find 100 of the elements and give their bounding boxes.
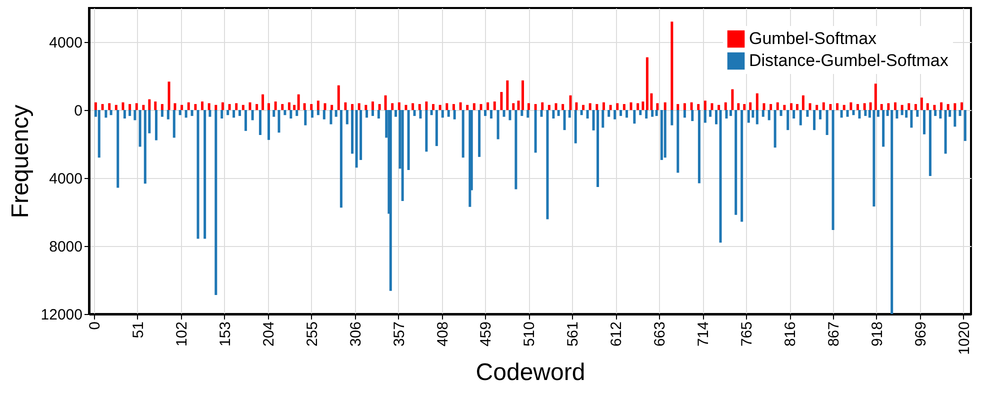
x-tick-label: 663: [652, 322, 669, 347]
bar: [116, 110, 120, 188]
x-tick-label: 612: [608, 322, 626, 347]
bar: [905, 110, 908, 118]
bar: [790, 103, 793, 110]
bar: [582, 104, 585, 110]
bar: [274, 102, 277, 110]
bar: [596, 104, 598, 110]
bar: [517, 100, 520, 110]
bar: [334, 110, 338, 117]
bar: [874, 84, 877, 110]
bar: [330, 110, 332, 124]
bar: [267, 103, 270, 110]
bar: [876, 110, 880, 117]
bar: [894, 102, 896, 110]
bar: [639, 110, 642, 116]
bar: [459, 102, 462, 110]
bar: [926, 103, 929, 110]
bar: [670, 22, 674, 110]
bar: [144, 110, 146, 184]
bar: [914, 104, 917, 110]
bar: [232, 110, 236, 118]
x-tick-label: 51: [130, 322, 147, 338]
bar: [842, 104, 846, 110]
bar: [297, 94, 300, 110]
bar: [452, 104, 455, 110]
bar: [418, 104, 421, 110]
bar: [770, 104, 772, 110]
bar: [928, 110, 932, 176]
bar: [882, 110, 885, 147]
bar: [698, 110, 700, 184]
bar: [441, 110, 444, 118]
bar: [697, 104, 700, 110]
bar: [609, 104, 612, 110]
bar: [310, 104, 313, 110]
bar: [235, 103, 238, 110]
bar: [371, 102, 374, 110]
bar: [371, 110, 374, 116]
bar: [940, 102, 943, 110]
bar: [358, 103, 360, 110]
x-tick-label: 561: [564, 322, 582, 347]
bar: [660, 110, 663, 160]
bar: [226, 110, 230, 116]
bar: [756, 93, 758, 110]
bar: [194, 104, 197, 110]
bar: [569, 95, 572, 110]
bar: [94, 102, 97, 110]
bar: [447, 110, 450, 117]
bar: [407, 110, 410, 170]
bar: [303, 103, 306, 110]
bar: [242, 104, 244, 110]
bar: [541, 102, 544, 110]
bar: [602, 102, 605, 110]
bar: [128, 104, 132, 110]
bar: [196, 110, 200, 239]
bar: [588, 103, 592, 110]
bar: [256, 104, 258, 110]
bar: [310, 110, 314, 118]
bar: [496, 110, 500, 140]
x-tick-label: 918: [869, 322, 886, 347]
x-tick-label: 714: [695, 322, 712, 347]
bar: [337, 85, 340, 110]
bar: [190, 110, 194, 116]
bar: [160, 104, 164, 110]
bar: [351, 110, 354, 154]
bar: [774, 110, 776, 148]
y-tick-label: 4000: [49, 170, 82, 188]
bar: [204, 110, 206, 239]
bar: [552, 110, 555, 118]
bar: [710, 103, 714, 110]
bar: [404, 104, 408, 110]
bar: [718, 104, 720, 110]
bar: [534, 110, 537, 153]
bar: [796, 104, 798, 110]
bar: [288, 102, 290, 110]
bar: [430, 110, 433, 116]
bar: [220, 110, 224, 118]
bar: [221, 102, 224, 110]
bar: [731, 89, 734, 110]
bar: [214, 110, 218, 295]
bar: [142, 104, 145, 110]
bar: [792, 110, 796, 118]
bar: [174, 103, 176, 110]
bar: [540, 110, 543, 117]
bar: [630, 102, 632, 110]
bar: [502, 110, 506, 117]
x-tick-label: 867: [826, 322, 843, 347]
legend-label: Gumbel-Softmax: [749, 29, 878, 48]
bar: [622, 104, 626, 110]
bar: [863, 103, 866, 110]
bar: [704, 100, 706, 110]
bar: [128, 110, 132, 116]
bar: [562, 104, 564, 110]
bar: [101, 104, 104, 110]
bar: [208, 103, 210, 110]
bar: [636, 103, 640, 110]
bar: [920, 98, 923, 110]
bar: [852, 110, 855, 116]
bar: [633, 110, 636, 124]
bar: [642, 102, 644, 110]
